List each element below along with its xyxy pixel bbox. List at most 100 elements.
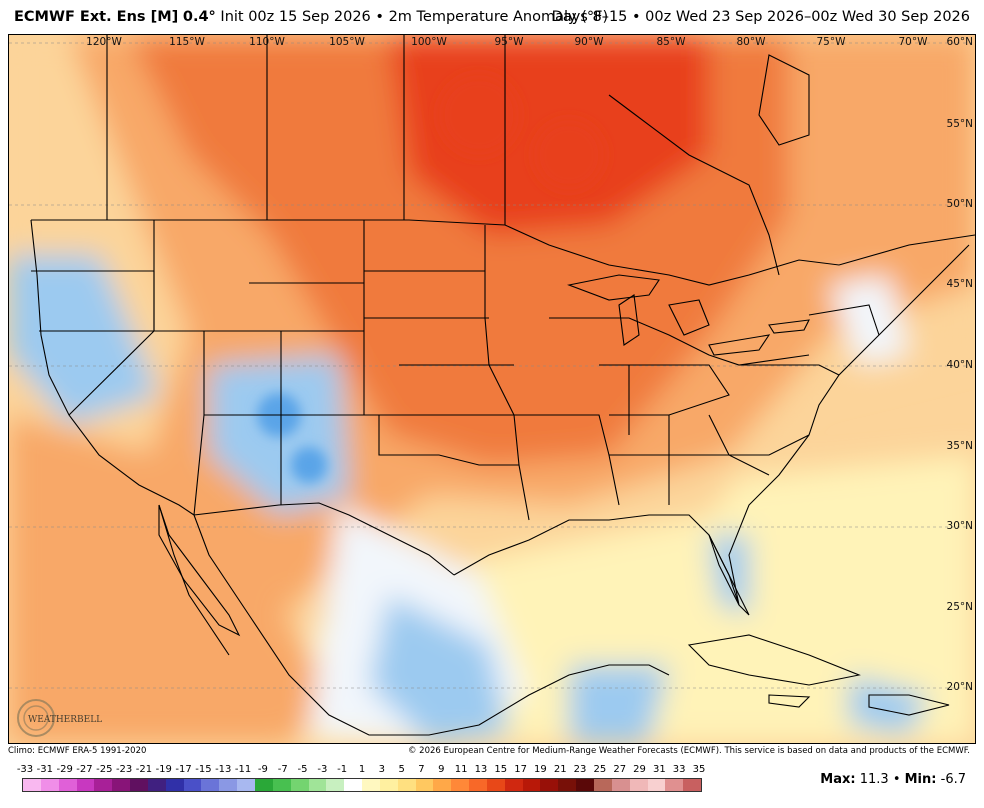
- legend-swatch: [522, 779, 541, 791]
- lat-label: 50°N: [947, 198, 973, 210]
- legend-swatch: [237, 779, 255, 791]
- legend-tick-label: 35: [692, 764, 706, 775]
- lon-label: 75°W: [817, 36, 847, 48]
- legend-swatch: [112, 779, 131, 791]
- legend-swatch: [469, 779, 487, 791]
- legend-swatch: [147, 779, 166, 791]
- legend-tick-label: 31: [652, 764, 666, 775]
- legend-swatch: [558, 779, 577, 791]
- legend-tick-label: -25: [96, 764, 113, 775]
- legend-tick-label: 33: [672, 764, 686, 775]
- init-time: Init 00z 15 Sep 2026: [220, 9, 371, 25]
- legend-tick-label: -17: [175, 764, 192, 775]
- legend-swatch: [58, 779, 77, 791]
- legend-tick-label: -23: [115, 764, 133, 775]
- legend-tick-label: -31: [36, 764, 53, 775]
- lon-label: 115°W: [169, 36, 205, 48]
- legend-swatch: [219, 779, 238, 791]
- legend-tick-label: 19: [534, 764, 547, 775]
- legend-tick-label: -33: [16, 764, 34, 775]
- legend-tick-label: 15: [494, 764, 508, 775]
- lon-label: 85°W: [657, 36, 687, 48]
- anomaly-detail: [257, 75, 604, 483]
- legend-tick-label: 7: [418, 764, 425, 775]
- boundaries: [30, 35, 975, 736]
- logo-text: WEATHERBELL: [28, 715, 102, 725]
- lat-label: 20°N: [947, 681, 973, 693]
- valid-period: Days 8–15 • 00z Wed 23 Sep 2026–00z Wed …: [551, 9, 970, 25]
- legend-swatch: [629, 779, 648, 791]
- legend-swatch: [647, 779, 666, 791]
- legend-swatch: [415, 779, 434, 791]
- legend-swatch: [290, 779, 309, 791]
- lat-label: 30°N: [947, 520, 973, 532]
- legend-tick-label: -21: [135, 764, 153, 775]
- lon-label: 110°W: [249, 36, 285, 48]
- legend-tick-label: 25: [593, 764, 607, 775]
- legend-swatch: [183, 779, 202, 791]
- legend-tick-label: 23: [573, 764, 587, 775]
- lon-label: 70°W: [899, 36, 929, 48]
- lat-label: 25°N: [947, 601, 973, 613]
- legend-tick-label: -1: [337, 764, 348, 775]
- legend-tick-label: 27: [613, 764, 627, 775]
- latitude-labels: 60°N 55°N 50°N 45°N 40°N 35°N 30°N 25°N …: [947, 36, 973, 693]
- legend-tick-label: 29: [633, 764, 646, 775]
- legend-tick-label: -7: [277, 764, 288, 775]
- map-canvas: 120°W 115°W 110°W 105°W 100°W 95°W 90°W …: [9, 35, 975, 743]
- legend-tick-label: -19: [155, 764, 172, 775]
- model-resolution: 0.4°: [182, 9, 216, 25]
- min-label: Min:: [904, 772, 937, 787]
- lon-label: 120°W: [86, 36, 122, 48]
- lat-label: 55°N: [947, 118, 973, 130]
- legend-bar: [22, 778, 702, 792]
- legend-swatch: [165, 779, 184, 791]
- legend-swatch: [611, 779, 630, 791]
- legend-tick-label: -5: [297, 764, 308, 775]
- lon-label: 105°W: [329, 36, 365, 48]
- legend-swatch: [504, 779, 523, 791]
- legend-tick-label: -13: [215, 764, 232, 775]
- legend-tick-label: -15: [195, 764, 212, 775]
- weatherbell-logo: WEATHERBELL: [14, 696, 104, 740]
- lon-label: 90°W: [575, 36, 605, 48]
- legend-swatch: [201, 779, 220, 791]
- legend-tick-label: 11: [454, 764, 468, 775]
- climo-note: Climo: ECMWF ERA-5 1991-2020: [8, 746, 147, 756]
- legend-swatch: [362, 779, 380, 791]
- copyright-note: © 2026 European Centre for Medium-Range …: [407, 746, 970, 756]
- legend-tick-label: 13: [474, 764, 488, 775]
- header: ECMWF Ext. Ens [M] 0.4° Init 00z 15 Sep …: [0, 0, 984, 34]
- max-min-sep: •: [892, 772, 901, 787]
- map-title: ECMWF Ext. Ens [M] 0.4° Init 00z 15 Sep …: [14, 9, 609, 25]
- lat-label: 45°N: [947, 278, 973, 290]
- legend-swatch: [397, 779, 416, 791]
- legend-tick-label: 21: [553, 764, 567, 775]
- max-label: Max:: [820, 772, 856, 787]
- min-value: -6.7: [940, 772, 966, 787]
- anomaly-map: 120°W 115°W 110°W 105°W 100°W 95°W 90°W …: [8, 34, 976, 744]
- max-min-readout: Max: 11.3 • Min: -6.7: [820, 772, 966, 787]
- legend-swatch: [451, 779, 470, 791]
- legend-swatch: [308, 779, 327, 791]
- legend-swatch: [94, 779, 113, 791]
- legend-swatch: [576, 779, 594, 791]
- lon-label: 100°W: [411, 36, 447, 48]
- legend-swatch: [594, 779, 612, 791]
- graticule: [9, 42, 975, 689]
- legend-swatch: [379, 779, 398, 791]
- legend-tick-label: -9: [257, 764, 268, 775]
- legend-tick-label: 3: [378, 764, 385, 775]
- legend-swatch: [40, 779, 59, 791]
- legend-swatch: [130, 779, 148, 791]
- legend-tick-label: -29: [56, 764, 73, 775]
- legend-tick-label: -3: [317, 764, 328, 775]
- legend-tick-label: 17: [514, 764, 527, 775]
- lat-label: 60°N: [947, 36, 973, 48]
- legend-swatch: [23, 779, 41, 791]
- legend-swatch: [433, 779, 452, 791]
- legend-swatch: [486, 779, 505, 791]
- legend-tick-label: 1: [358, 764, 366, 775]
- model-name: ECMWF Ext. Ens [M]: [14, 9, 179, 25]
- legend-swatch: [326, 779, 345, 791]
